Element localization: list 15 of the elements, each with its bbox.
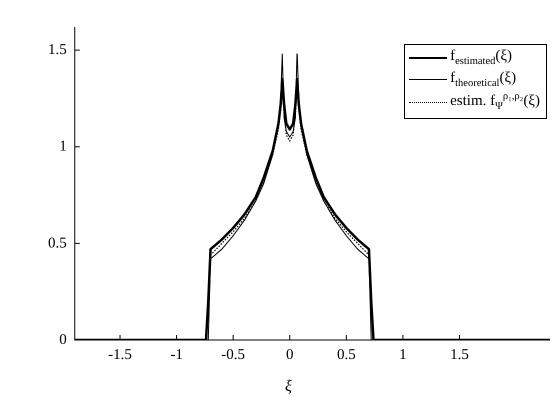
x-axis-title: ξ (285, 378, 292, 396)
y-tick-label: 1.5 (48, 42, 67, 58)
legend-label: f$_{theoretical}$(ξ) (450, 68, 516, 90)
x-tick-label: 0 (286, 346, 294, 363)
x-tick-label: -1.5 (108, 346, 132, 363)
x-tick-label: 0.5 (336, 346, 356, 363)
legend-label: f$_{estimated}$(ξ) (450, 47, 512, 69)
x-tick-label: -1 (170, 346, 183, 363)
y-tick-label: 0.5 (48, 235, 67, 252)
y-tick-label: 1 (59, 138, 67, 155)
x-tick-label: 1.5 (450, 346, 469, 363)
y-tick-label: 0 (59, 332, 67, 348)
legend-label: estim. f$_{Ψ}$$^{ρ₁,ρ₂}$(ξ) (450, 90, 540, 114)
x-tick-label: -0.5 (221, 346, 246, 363)
x-tick-label: 1 (399, 346, 407, 363)
